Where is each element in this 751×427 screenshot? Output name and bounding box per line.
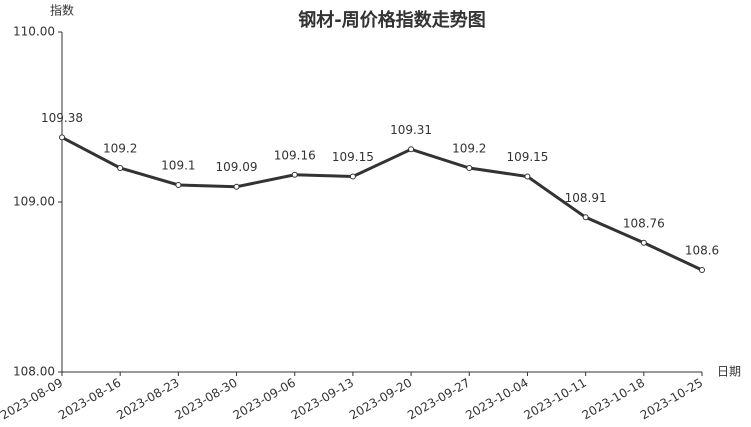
point	[466, 165, 473, 171]
point	[175, 182, 182, 188]
point	[291, 171, 298, 178]
data-label: 109.15	[332, 150, 374, 164]
data-label: 109.15	[506, 150, 548, 164]
data-label: 109.2	[452, 142, 486, 156]
x-tick-label: 2023-10-11	[521, 376, 588, 423]
data-label: 108.76	[623, 216, 665, 230]
x-tick-label: 2023-08-30	[172, 376, 239, 423]
data-label: 108.6	[685, 244, 719, 258]
point	[349, 173, 356, 180]
x-tick-label: 2023-08-09	[0, 376, 65, 423]
x-tick-label: 2023-10-18	[580, 376, 647, 423]
x-tick-label: 2023-09-06	[231, 376, 298, 423]
x-tick-label: 2023-09-20	[347, 376, 414, 423]
line	[61, 136, 703, 272]
data-label: 109.2	[103, 142, 137, 156]
x-tick-label: 2023-10-25	[638, 376, 705, 423]
x-tick-label: 2023-09-13	[289, 376, 356, 423]
y-tick-label: 110.00	[13, 25, 55, 39]
y-tick-label: 109.00	[13, 195, 55, 209]
data-label: 109.38	[41, 111, 83, 125]
y-axis-label: 指数	[50, 3, 74, 18]
point	[233, 183, 240, 190]
data-label: 109.31	[390, 123, 432, 137]
point	[59, 134, 65, 141]
point	[408, 146, 415, 153]
x-tick-label: 2023-09-27	[405, 376, 472, 423]
x-tick-label: 2023-10-04	[463, 376, 530, 423]
point	[640, 239, 647, 246]
y-tick-label: 108.00	[13, 365, 55, 379]
x-tick-label: 2023-08-16	[56, 376, 123, 423]
point	[117, 165, 124, 171]
data-label: 108.91	[565, 191, 607, 205]
point	[699, 267, 705, 273]
chart-title: 钢材-周价格指数走势图	[298, 9, 485, 31]
data-label: 109.16	[274, 148, 316, 162]
x-axis-label: 日期	[717, 365, 741, 379]
point	[582, 214, 589, 221]
data-label: 109.09	[216, 160, 258, 174]
data-label: 109.1	[161, 159, 195, 173]
point	[524, 173, 531, 180]
x-tick-label: 2023-08-23	[114, 376, 181, 423]
